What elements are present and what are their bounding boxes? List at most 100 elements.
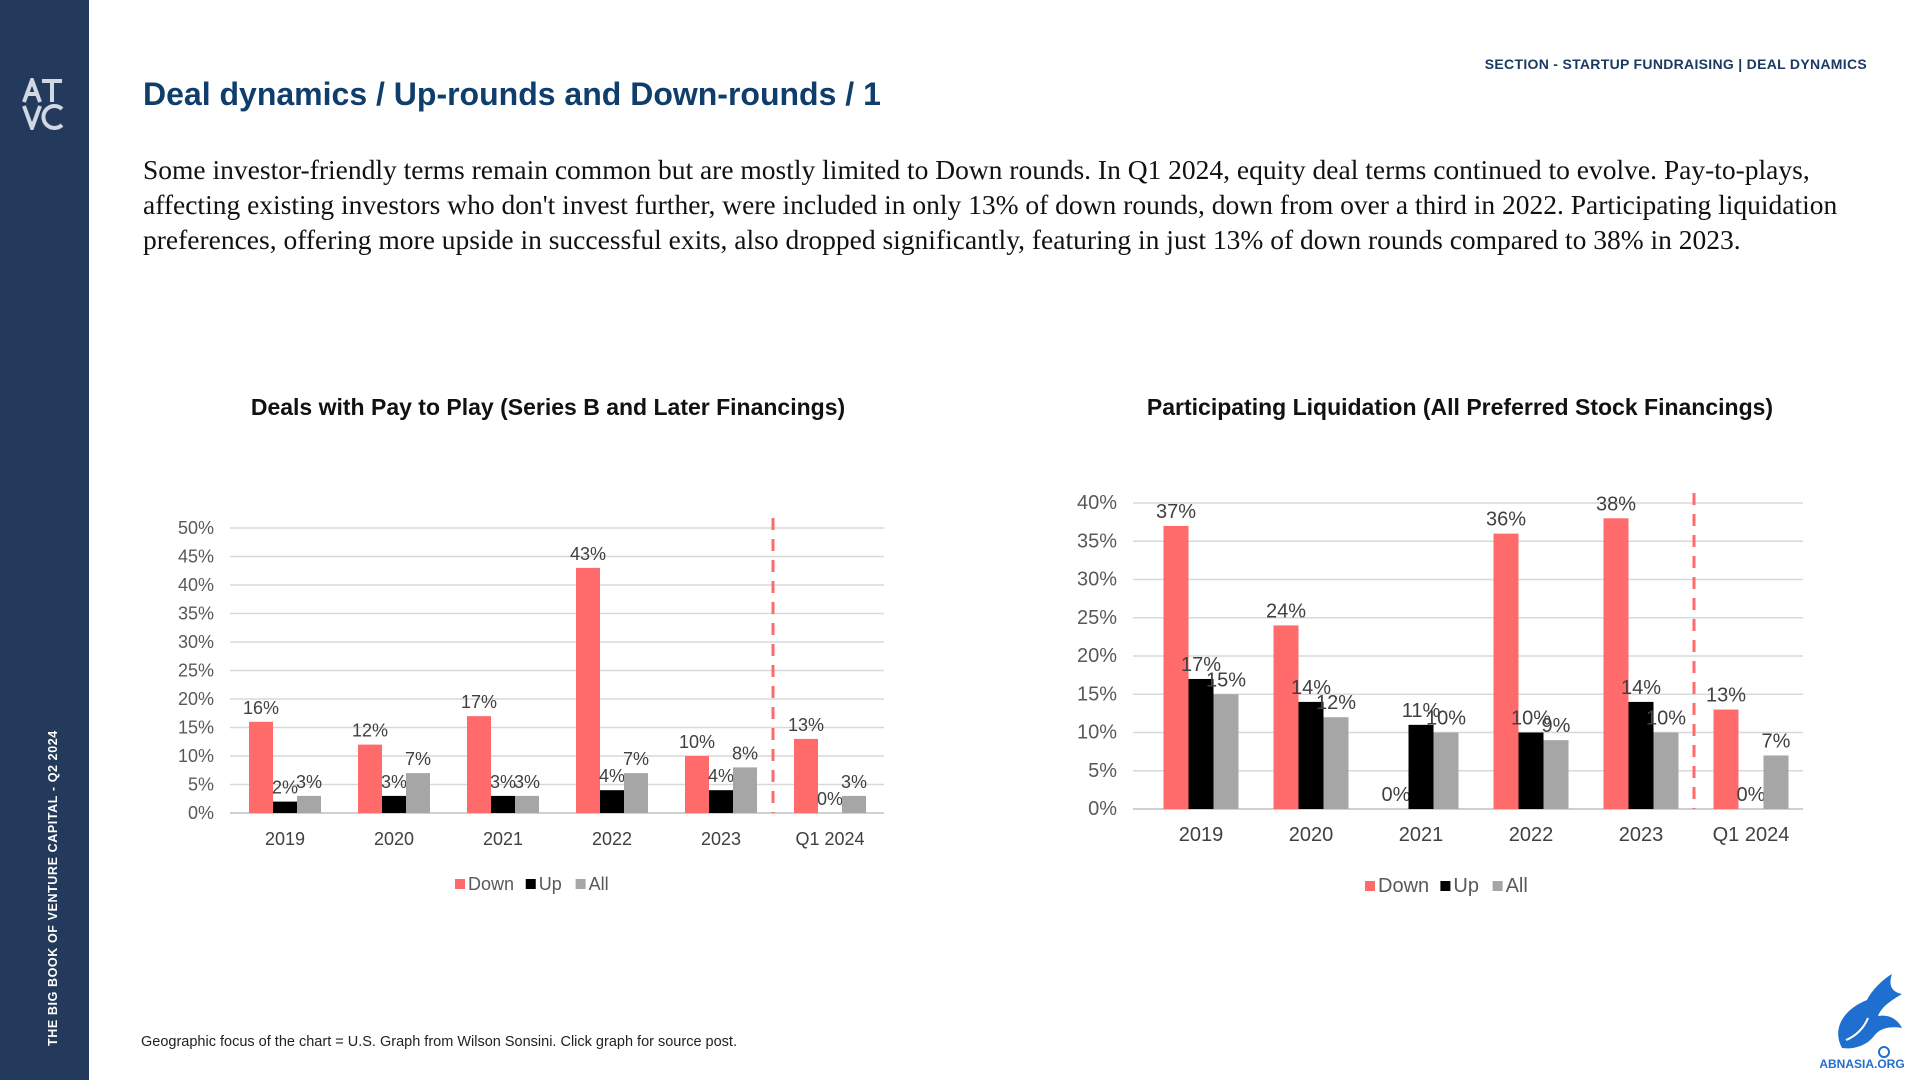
chart1-bar-down [685,756,709,813]
chart2-data-label: 37% [1156,501,1196,523]
chart2-data-label: 0% [1737,784,1766,806]
chart1-ytick-label: 15% [178,718,214,738]
chart2-data-label: 11% [1402,700,1441,722]
chart2-ytick-label: 0% [1088,798,1117,820]
chart2-data-label: 10% [1511,708,1551,730]
chart1-ytick-label: 40% [178,575,214,595]
chart1-data-label: 2% [272,778,298,798]
chart1-bar-down [576,567,600,813]
chart-title-pay-to-play[interactable]: Deals with Pay to Play (Series B and Lat… [250,394,846,420]
chart2-data-label: 13% [1706,685,1746,707]
chart1-legend-label-down: Down [468,874,514,894]
chart1-bar-down [467,716,491,813]
chart2-data-label: 38% [1596,493,1636,515]
intro-paragraph: Some investor-friendly terms remain comm… [143,154,1838,255]
chart-title-participating-liquidation[interactable]: Participating Liquidation (All Preferred… [1146,394,1774,420]
chart1-bar-up [382,795,406,813]
chart1-bar-all [842,795,866,813]
chart1-legend-label-up: Up [539,874,562,894]
chart1-xtick-label: 2020 [374,829,414,849]
chart2-data-label: 10% [1646,708,1686,730]
chart2-ytick-label: 40% [1077,492,1117,514]
chart1-bar-all [624,773,648,813]
chart2-bar-down [1603,518,1629,809]
chart1-legend-label-all: All [589,874,609,894]
chart2-data-label: 15% [1206,669,1246,691]
chart1-xtick-label: 2019 [265,829,305,849]
chart1-ytick-label: 25% [178,661,214,681]
chart2-bar-down [1713,709,1739,809]
page-title: Deal dynamics / Up-rounds and Down-round… [143,76,881,112]
chart2-legend-swatch-up [1440,881,1451,891]
chart1-xtick-label: Q1 2024 [795,829,864,849]
chart2-bar-up [1628,701,1654,809]
chart2-xtick-label: 2023 [1619,824,1664,846]
chart2-bar-down [1493,533,1519,809]
chart1-bar-down [794,738,818,813]
chart1-data-label: 3% [841,772,867,792]
section-label: SECTION - STARTUP FUNDRAISING | DEAL DYN… [1484,56,1867,72]
chart2-data-label: 24% [1266,600,1306,622]
chart1-data-label: 10% [679,732,715,752]
chart1-data-label: 12% [352,721,388,741]
chart2-ytick-label: 20% [1077,645,1117,667]
chart2-legend-swatch-all [1492,881,1503,891]
chart1-bar-up [600,790,624,813]
chart1-bar-all [733,767,757,813]
chart2-xtick-label: 2021 [1399,824,1444,846]
chart1-ytick-label: 0% [188,803,214,823]
chart2-legend-label-all: All [1506,875,1528,897]
chart2-bar-all [1213,694,1239,809]
chart2-ytick-label: 15% [1077,683,1117,705]
chart2-xtick-label: 2022 [1509,824,1554,846]
chart1-ytick-label: 10% [178,746,214,766]
chart1-ytick-label: 20% [178,689,214,709]
chart1-bar-up [273,801,297,813]
chart1-ytick-label: 35% [178,604,214,624]
chart1-bar-down [358,744,382,813]
chart1-data-label: 3% [381,772,407,792]
chart1-data-label: 3% [490,772,516,792]
chart1-data-label: 43% [570,544,606,564]
chart1-legend-swatch-down [455,879,465,889]
chart1-data-label: 8% [732,743,758,763]
chart1-data-label: 17% [461,692,497,712]
chart2-bar-all [1763,755,1789,809]
chart1-data-label: 7% [405,749,431,769]
chart2-ytick-label: 35% [1077,530,1117,552]
chart1-ytick-label: 50% [178,518,214,538]
chart2-legend-label-down: Down [1378,875,1429,897]
chart1-data-label: 3% [514,772,540,792]
chart1-xtick-label: 2022 [592,829,632,849]
chart1-legend-swatch-up [525,879,536,889]
chart1-data-label: 4% [599,766,625,786]
chart2-bar-up [1188,678,1214,809]
footnote: Geographic focus of the chart = U.S. Gra… [141,1034,737,1050]
chart2-data-label: 0% [1382,784,1411,806]
chart2-legend-label-up: Up [1453,875,1479,897]
chart2-ytick-label: 25% [1077,607,1117,629]
chart2-bar-up [1408,724,1434,809]
chart1-data-label: 3% [296,772,322,792]
chart1-data-label: 7% [623,749,649,769]
chart2-data-label: 14% [1291,677,1331,699]
chart2-bar-down [1273,625,1299,809]
chart1-legend-swatch-all [575,879,586,889]
chart2-bar-down [1163,525,1189,809]
chart1-ytick-label: 5% [188,775,214,795]
chart2-ytick-label: 5% [1088,760,1117,782]
chart2-bar-all [1543,740,1569,809]
chart2-data-label: 36% [1486,509,1526,531]
chart1-data-label: 4% [708,766,734,786]
chart1-xtick-label: 2023 [701,829,741,849]
chart2-data-label: 12% [1316,692,1356,714]
watermark-text: ABNASIA.ORG [1819,1057,1904,1070]
chart2-bar-up [1298,701,1324,809]
chart2-data-label: 17% [1181,654,1221,676]
chart2-legend-swatch-down [1365,881,1375,891]
chart1-bar-up [491,795,515,813]
chart2-ytick-label: 30% [1077,569,1117,591]
atvc-logo [22,78,64,130]
chart1-bar-down [249,721,273,813]
